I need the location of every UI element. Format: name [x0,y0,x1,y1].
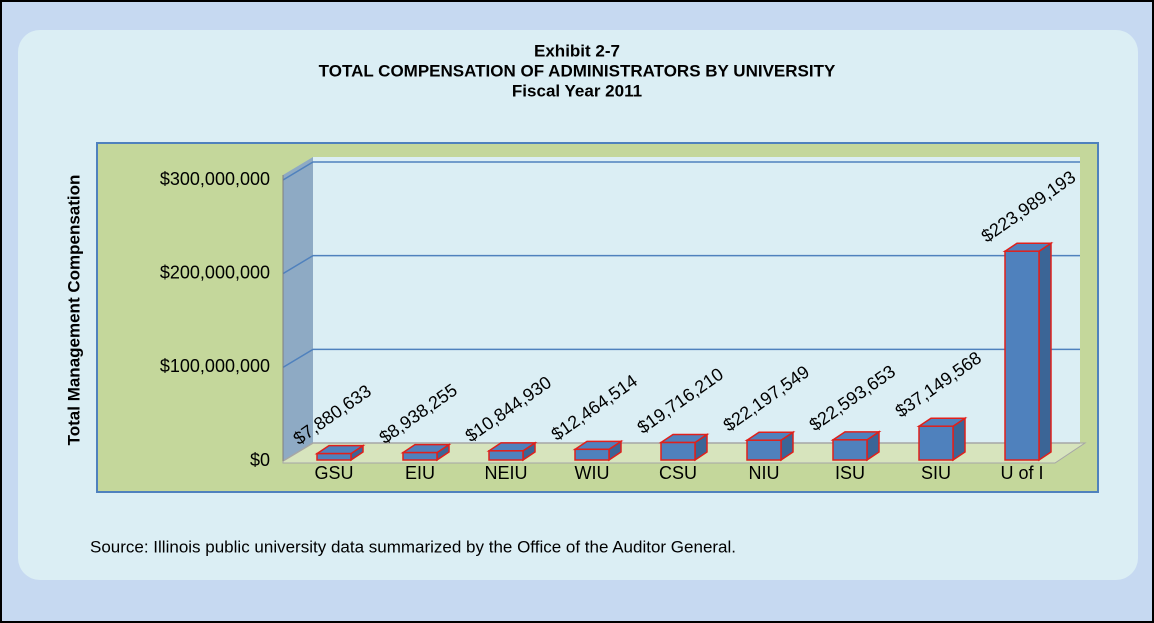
bar-front [660,441,696,461]
bar [400,443,452,462]
x-tick-label: GSU [314,463,353,483]
bar [1002,241,1054,462]
x-tick-label: U of I [1000,463,1043,483]
chart-title: Exhibit 2-7 [534,41,620,60]
bar [572,439,624,462]
x-tick-label: WIU [575,463,610,483]
grid-line [282,161,1080,181]
y-tick-label: $0 [250,450,270,470]
back-wall [313,157,1080,443]
bar [830,430,882,462]
bar-front [832,439,868,461]
bar-front [574,448,610,461]
x-tick-label: SIU [921,463,951,483]
bar-front [316,452,352,461]
bar [744,430,796,462]
side-wall [283,157,313,461]
y-axis-label: Total Management Compensation [64,175,83,446]
grid-line [282,254,1080,275]
x-tick-label: ISU [835,463,865,483]
grid-line [282,348,1080,368]
bar [314,444,366,462]
x-tick-label: NIU [749,463,780,483]
y-tick-label: $300,000,000 [160,169,270,189]
x-tick-label: EIU [405,463,435,483]
bar-front [918,425,954,461]
bar-front [746,439,782,461]
bar [486,441,538,462]
bar [658,433,710,462]
y-tick-label: $100,000,000 [160,356,270,376]
x-tick-label: CSU [659,463,697,483]
bar-front [488,450,524,461]
x-tick-label: NEIU [484,463,527,483]
source-note: Source: Illinois public university data … [90,537,736,556]
chart-title: TOTAL COMPENSATION OF ADMINISTRATORS BY … [319,61,836,80]
chart-title: Fiscal Year 2011 [512,81,642,100]
bar-front [1004,250,1040,461]
bar-side [1038,241,1052,462]
y-tick-label: $200,000,000 [160,262,270,282]
bar-front [402,451,438,461]
bar [916,416,968,462]
grid-line [282,442,1080,462]
